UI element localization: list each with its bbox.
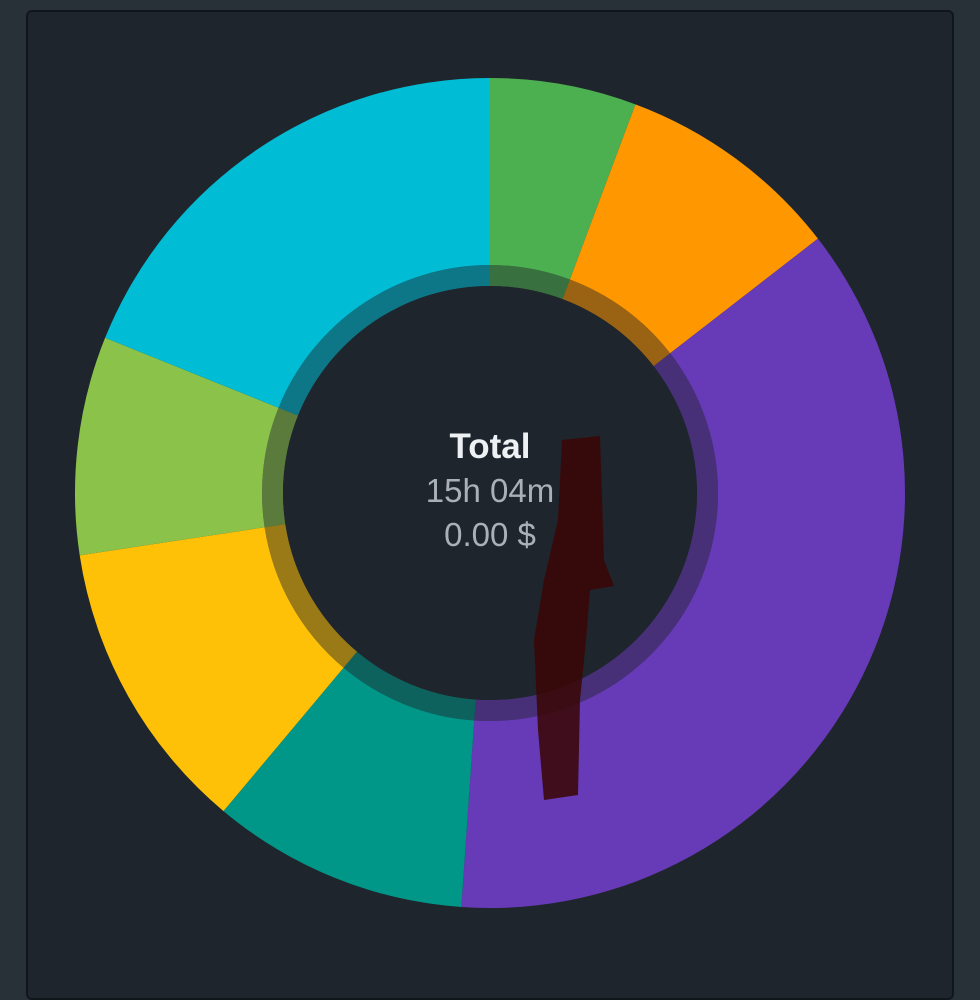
donut-slice-inner-ring-1 <box>490 265 570 300</box>
donut-slice-inner-ring-7 <box>278 265 490 416</box>
donut-slice-inner-ring-5 <box>264 524 358 668</box>
donut-slice-inner-ring-6 <box>261 407 299 528</box>
donut-slice-7[interactable] <box>105 78 490 408</box>
donut-slice-4[interactable] <box>223 667 475 908</box>
total-label: Total <box>449 427 531 466</box>
donut-slice-2[interactable] <box>569 104 818 354</box>
total-duration: 15h 04m <box>425 472 555 509</box>
donut-slice-inner-ring-2 <box>562 279 671 367</box>
donut-slice-6[interactable] <box>75 337 279 556</box>
donut-slice-1[interactable] <box>490 78 636 280</box>
donut-slice-5[interactable] <box>79 527 344 812</box>
donut-slice-inner-ring-4 <box>343 651 476 721</box>
donut-slice-inner-ring-3 <box>474 353 718 721</box>
total-cost: 0.00 $ <box>444 516 536 553</box>
chart-center-summary: Total 15h 04m 0.00 $ <box>340 425 640 557</box>
